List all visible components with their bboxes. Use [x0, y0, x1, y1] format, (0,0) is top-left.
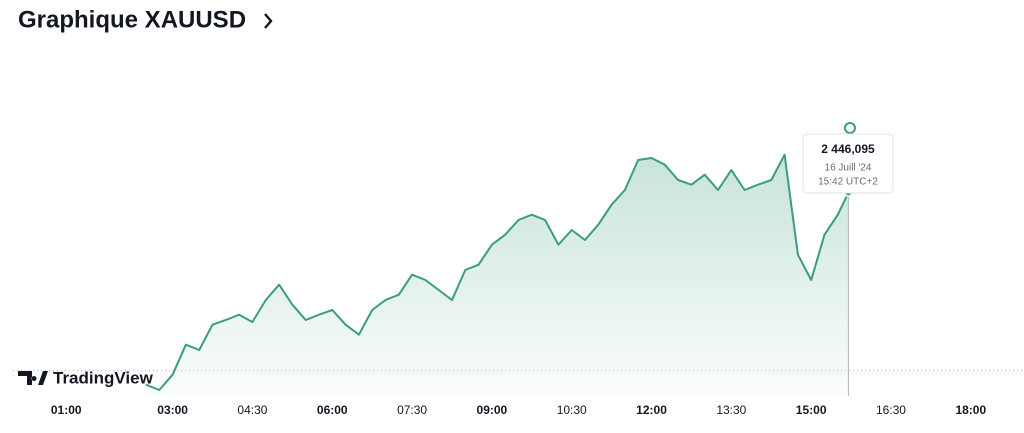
logo-icon	[18, 371, 48, 385]
price-line	[145, 153, 850, 391]
tooltip-pin	[844, 122, 856, 134]
x-tick-label: 03:00	[157, 403, 188, 417]
x-tick-label: 07:30	[397, 403, 427, 417]
x-tick-label: 04:30	[237, 403, 267, 417]
chevron-icon[interactable]	[264, 13, 273, 29]
area-fill	[146, 154, 849, 395]
tooltip-box	[802, 133, 894, 194]
plot: 01:00 03:00 04:30 06:00 07:30 09:00 10:30 12:00…	[13, 122, 1024, 417]
tooltip-value: 2 446,095	[821, 142, 875, 156]
x-tick-label: 13:30	[716, 403, 746, 417]
tradingview-logo: TradingView	[18, 368, 154, 387]
logo-text: TradingView	[53, 368, 154, 387]
tooltip-time: 15:42 UTC+2	[818, 177, 878, 188]
x-tick-label: 10:30	[557, 403, 587, 417]
x-tick-label: 12:00	[636, 403, 667, 417]
x-tick-label: 16:30	[876, 403, 906, 417]
tooltip: 2 446,095 16 Juill '24 15:42 UTC+2	[802, 133, 894, 194]
title[interactable]: Graphique XAUUSD	[18, 6, 246, 33]
x-tick-label: 18:00	[955, 403, 986, 417]
x-tick-label: 06:00	[317, 403, 348, 417]
x-tick-label: 09:00	[477, 403, 508, 417]
x-tick-label: 01:00	[51, 403, 82, 417]
x-tick-label: 15:00	[796, 403, 827, 417]
tooltip-date: 16 Juill '24	[825, 163, 872, 174]
